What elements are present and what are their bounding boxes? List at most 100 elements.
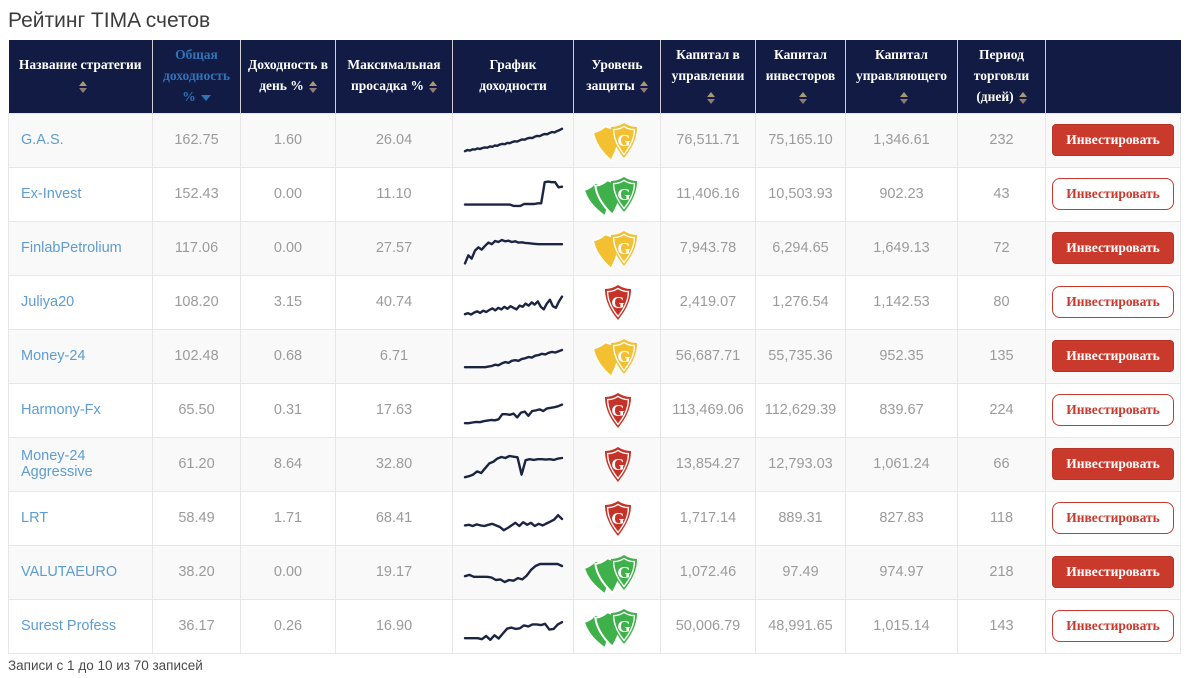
daily-return-cell: 0.00 [240,166,336,222]
invest-action-cell: Инвестировать [1045,598,1181,654]
strategy-link[interactable]: G.A.S. [21,132,64,148]
column-header-protection[interactable]: Уровень защиты [573,40,661,113]
table-row: VALUTAEURO 38.20 0.00 19.17 G 1,072.46 97.49 97… [8,544,1181,600]
strategy-link[interactable]: VALUTAEURO [21,564,118,580]
table-row: Money-24 Aggressive 61.20 8.64 32.80 G 13,854… [8,436,1181,492]
invest-button[interactable]: Инвестировать [1052,555,1174,589]
strategy-name-cell: Ex-Invest [8,166,153,222]
capital-investors-cell: 12,793.03 [755,436,846,492]
total-return-value: 102.48 [174,348,219,364]
protection-level-icon-low: G [605,447,631,482]
capital-manager-cell: 839.67 [845,382,958,438]
capital-managed-value: 50,006.79 [675,618,741,634]
column-header-daily_return[interactable]: Доходность в день % [240,40,336,113]
invest-button[interactable]: Инвестировать [1052,501,1174,535]
svg-text:G: G [611,509,624,528]
invest-button[interactable]: Инвестировать [1052,447,1174,481]
capital-investors-cell: 1,276.54 [755,274,846,330]
invest-button[interactable]: Инвестировать [1052,339,1174,373]
invest-action-cell: Инвестировать [1045,166,1181,222]
invest-button[interactable]: Инвестировать [1052,609,1174,643]
total-return-cell: 61.20 [152,436,241,492]
profit-chart-cell [452,274,574,330]
daily-return-cell: 8.64 [240,436,336,492]
sort-both-icon [799,91,807,104]
capital-manager-cell: 1,142.53 [845,274,958,330]
column-header-actions [1045,40,1181,113]
profit-chart-cell [452,598,574,654]
max-drawdown-cell: 11.10 [335,166,453,222]
total-return-value: 58.49 [178,510,215,526]
profit-chart-cell [452,112,574,168]
trading-period-value: 218 [989,564,1014,580]
table-row: Harmony-Fx 65.50 0.31 17.63 G 113,469.06 112,6… [8,382,1181,438]
capital-manager-value: 1,142.53 [873,294,930,310]
strategy-link[interactable]: Harmony-Fx [21,402,101,418]
strategy-name-cell: Juliya20 [8,274,153,330]
capital-managed-value: 13,854.27 [675,456,741,472]
strategy-link[interactable]: Ex-Invest [21,186,82,202]
capital-managed-value: 11,406.16 [676,186,740,202]
strategy-link[interactable]: LRT [21,510,49,526]
invest-button[interactable]: Инвестировать [1052,177,1174,211]
profit-chart-cell [452,436,574,492]
invest-action-cell: Инвестировать [1045,112,1181,168]
max-drawdown-cell: 26.04 [335,112,453,168]
capital-manager-value: 1,015.14 [873,618,930,634]
max-drawdown-cell: 19.17 [335,544,453,600]
capital-managed-value: 1,072.46 [679,564,737,580]
total-return-cell: 65.50 [152,382,241,438]
column-header-total_return[interactable]: Общая доходность % [152,40,241,113]
capital-investors-value: 112,629.39 [764,402,837,418]
column-header-period[interactable]: Период торговли (дней) [957,40,1046,113]
table-row: Juliya20 108.20 3.15 40.74 G 2,419.07 1,276.54… [8,274,1181,330]
total-return-cell: 117.06 [152,220,241,276]
protection-level-cell: G [573,112,661,168]
max-drawdown-value: 40.74 [375,294,413,310]
invest-button[interactable]: Инвестировать [1052,123,1174,157]
page-title: Рейтинг TIMA счетов [8,9,211,32]
capital-manager-value: 1,061.24 [873,456,930,472]
invest-action-cell: Инвестировать [1045,220,1181,276]
capital-manager-value: 1,649.13 [873,240,930,256]
table-row: LRT 58.49 1.71 68.41 G 1,717.14 889.31 827.83 11… [8,490,1181,546]
strategy-name-cell: Money-24 [8,328,153,384]
column-label: Название стратегии [18,57,142,73]
protection-level-icon-high: G [582,555,637,593]
profit-chart-cell [452,382,574,438]
column-header-max_drawdown[interactable]: Максимальная просадка % [335,40,453,113]
strategy-link[interactable]: Juliya20 [21,294,75,310]
column-label: График доходности [479,57,547,94]
max-drawdown-value: 11.10 [376,186,412,202]
max-drawdown-value: 6.71 [379,348,409,364]
total-return-cell: 36.17 [152,598,241,654]
capital-managed-cell: 50,006.79 [660,598,756,654]
strategy-link[interactable]: FinlabPetrolium [21,240,122,256]
invest-button[interactable]: Инвестировать [1052,285,1174,319]
total-return-cell: 108.20 [152,274,241,330]
column-header-capital_manager[interactable]: Капитал управляющего [845,40,958,113]
sort-both-icon [1018,91,1027,104]
invest-button[interactable]: Инвестировать [1052,393,1174,427]
table-header-row: Название стратегии Общая доходность % Дохо… [8,40,1181,113]
capital-manager-cell: 1,061.24 [845,436,958,492]
tima-rating-page: Рейтинг TIMA счетов Название стратегии Об… [0,7,1187,674]
protection-level-cell: G [573,436,661,492]
daily-return-cell: 3.15 [240,274,336,330]
capital-managed-value: 113,469.06 [672,402,744,418]
total-return-cell: 102.48 [152,328,241,384]
capital-investors-cell: 97.49 [755,544,846,600]
strategy-link[interactable]: Surest Profess [21,618,117,634]
strategy-link[interactable]: Money-24 [21,348,86,364]
table-row: Ex-Invest 152.43 0.00 11.10 G 11,406.16 10,503… [8,166,1181,222]
capital-investors-cell: 6,294.65 [755,220,846,276]
invest-button[interactable]: Инвестировать [1052,231,1174,265]
column-header-chart: График доходности [452,40,574,113]
column-header-capital_managed[interactable]: Капитал в управлении [660,40,756,113]
column-header-name[interactable]: Название стратегии [8,40,153,113]
protection-level-icon-medium: G [591,231,637,269]
tima-accounts-table: Название стратегии Общая доходность % Дохо… [8,40,1181,654]
column-header-capital_investors[interactable]: Капитал инвесторов [755,40,846,113]
svg-text:G: G [617,239,630,258]
strategy-link[interactable]: Money-24 Aggressive [21,448,93,480]
